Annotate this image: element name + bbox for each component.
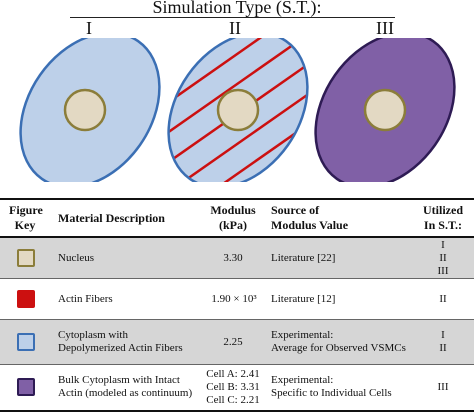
utilized-value: III	[437, 265, 449, 277]
header-modulus-line1: Modulus	[210, 203, 256, 217]
header-source: Source of Modulus Value	[271, 203, 348, 233]
source-line: Average for Observed VSMCs	[271, 342, 406, 354]
header-source-line2: Modulus Value	[271, 218, 349, 232]
modulus-source: Literature [22]	[271, 252, 336, 264]
header-source-line1: Source of	[271, 203, 320, 217]
material-line: Depolymerized Actin Fibers	[58, 342, 183, 354]
utilized-in-st: I II III	[418, 239, 468, 278]
header-utilized: Utilized In S.T.:	[418, 203, 468, 233]
modulus-value: Cell A: 2.41 Cell B: 3.31 Cell C: 2.21	[203, 368, 263, 407]
source-line: Specific to Individual Cells	[271, 387, 392, 399]
utilized-value: I	[441, 239, 445, 251]
cell-diagrams	[19, 38, 456, 182]
material-line: Bulk Cytoplasm with Intact	[58, 374, 180, 386]
material-description: Nucleus	[58, 252, 95, 264]
header-utilized-line1: Utilized	[423, 203, 463, 217]
header-modulus-line2: (kPa)	[219, 218, 247, 232]
header-figure-key: Figure Key	[9, 203, 43, 233]
header-figure-key-line2: Key	[14, 218, 36, 232]
utilized-value: II	[439, 293, 447, 305]
cell-type-1	[19, 38, 161, 182]
modulus-line: Cell B: 3.31	[206, 381, 260, 393]
utilized-value: III	[437, 381, 449, 393]
simulation-type-label-3: III	[376, 18, 394, 38]
cytoplasm-outline-2	[167, 38, 309, 182]
table-row-bulk-cytoplasm: Bulk Cytoplasm with Intact Actin (modele…	[0, 365, 474, 410]
header-utilized-line2: In S.T.:	[423, 218, 463, 232]
actin-fiber-line	[159, 38, 301, 110]
cell-type-3	[314, 38, 456, 182]
utilized-value: I	[441, 329, 445, 341]
modulus-line: Cell C: 2.21	[206, 394, 260, 406]
material-line: Actin (modeled as continuum)	[58, 387, 193, 399]
simulation-type-title: Simulation Type (S.T.):	[152, 0, 322, 17]
table-header-rule	[0, 236, 474, 238]
modulus-value: 3.30	[223, 252, 243, 264]
modulus-value: 2.25	[223, 336, 243, 348]
cell-type-2	[159, 38, 331, 182]
modulus-source: Literature [12]	[271, 293, 336, 305]
cytoplasm-swatch-icon	[17, 333, 35, 351]
material-description: Cytoplasm with Depolymerized Actin Fiber…	[58, 329, 183, 355]
source-line: Experimental:	[271, 329, 334, 341]
header-modulus: Modulus (kPa)	[203, 203, 263, 233]
table-row-actin-fibers: Actin Fibers 1.90 × 10³ Literature [12] …	[0, 279, 474, 319]
utilized-value: II	[439, 342, 447, 354]
table-top-rule	[0, 198, 474, 200]
row-divider	[0, 278, 474, 279]
material-line: Cytoplasm with	[58, 329, 128, 341]
row-divider	[0, 364, 474, 365]
material-description: Bulk Cytoplasm with Intact Actin (modele…	[58, 374, 192, 400]
modulus-value: 1.90 × 10³	[211, 293, 257, 305]
table-row-cytoplasm: Cytoplasm with Depolymerized Actin Fiber…	[0, 320, 474, 364]
table-row-nucleus: Nucleus 3.30 Literature [22] I II III	[0, 238, 474, 278]
nucleus-circle-1	[63, 88, 107, 132]
nucleus-swatch-icon	[17, 249, 35, 267]
title-underline	[70, 17, 395, 18]
actin-fibers-swatch-icon	[17, 290, 35, 308]
utilized-in-st: I II	[418, 329, 468, 355]
row-divider	[0, 319, 474, 320]
header-material-description: Material Description	[58, 211, 165, 225]
modulus-source: Experimental: Average for Observed VSMCs	[271, 329, 406, 355]
utilized-value: II	[439, 252, 447, 264]
nucleus-circle-2	[216, 88, 260, 132]
header-figure-key-line1: Figure	[9, 203, 43, 217]
simulation-type-label-1: I	[86, 18, 92, 38]
material-description: Actin Fibers	[58, 293, 113, 305]
modulus-line: Cell A: 2.41	[206, 368, 260, 380]
nucleus-circle-3	[363, 88, 407, 132]
simulation-type-label-2: II	[229, 18, 241, 38]
table-bottom-rule	[0, 410, 474, 412]
bulk-cytoplasm-swatch-icon	[17, 378, 35, 396]
source-line: Experimental:	[271, 374, 334, 386]
modulus-source: Experimental: Specific to Individual Cel…	[271, 374, 392, 400]
